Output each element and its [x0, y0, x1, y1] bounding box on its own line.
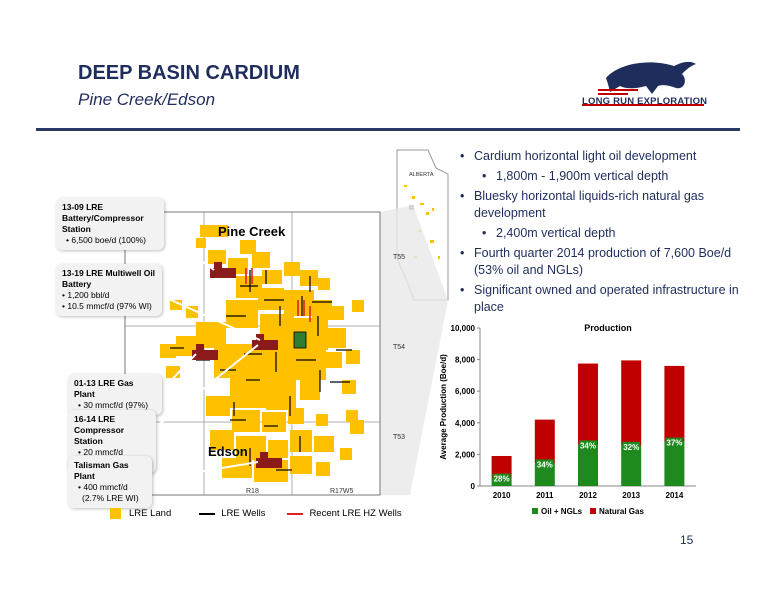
compressor-station-icon	[293, 331, 307, 349]
legend-label-land: LRE Land	[129, 508, 172, 519]
callout-13-19-oil-battery: 13-19 LRE Multiwell Oil Battery • 1,200 …	[56, 264, 162, 316]
bullet-list: Cardium horizontal light oil development…	[460, 148, 750, 319]
data-label-box	[665, 437, 684, 448]
chart-title: Production	[584, 323, 632, 333]
logo-text: LONG RUN EXPLORATION	[582, 96, 708, 107]
legend-swatch	[532, 508, 538, 514]
map-legend: LRE Land LRE Wells Recent LRE HZ Wells	[110, 508, 402, 519]
bullet-subitem: 1,800m - 1,900m vertical depth	[460, 168, 750, 185]
bar-oil-ngls	[664, 441, 685, 486]
bar-natural-gas	[491, 455, 512, 478]
bar-natural-gas	[534, 419, 555, 464]
data-label: 37%	[666, 439, 682, 448]
title-divider	[36, 128, 740, 131]
running-horse-icon	[582, 61, 704, 106]
inset-label: ALBERTA	[409, 172, 434, 178]
x-tick-label: 2014	[666, 491, 684, 500]
data-label-box	[622, 441, 641, 452]
range-label-r18: R18	[246, 488, 259, 495]
production-chart: 0 2,000 4,000 6,000 8,000 10,000 Average Produ…	[439, 323, 696, 516]
bar-natural-gas	[621, 360, 642, 446]
bar-oil-ngls	[621, 445, 642, 486]
lre-wells	[170, 270, 352, 471]
data-label-box	[535, 459, 554, 470]
y-tick-label: 4,000	[455, 419, 476, 428]
facility-01-13-icon	[192, 344, 218, 360]
legend-swatch-hz-wells	[287, 512, 304, 515]
slide-title: DEEP BASIN CARDIUM	[78, 62, 300, 84]
area-label-pine-creek: Pine Creek	[218, 224, 286, 239]
page-number: 15	[680, 533, 694, 547]
y-tick-label: 8,000	[455, 356, 476, 365]
township-label-t54: T54	[393, 344, 406, 351]
lre-land-parcels	[148, 225, 364, 482]
facility-13-09-icon	[210, 262, 236, 278]
callout-13-09-battery: 13-09 LRE Battery/Compressor Station • 6…	[56, 198, 164, 250]
callout-pointers	[149, 233, 261, 481]
y-tick-label: 2,000	[455, 450, 476, 459]
x-tick-label: 2010	[493, 491, 511, 500]
legend-label: Natural Gas	[599, 507, 644, 516]
legend-swatch-land	[110, 508, 121, 519]
legend-swatch-wells	[199, 512, 216, 515]
bar-natural-gas	[664, 365, 685, 442]
township-label-t55: T55	[393, 254, 406, 261]
recent-hz-wells	[245, 268, 311, 322]
x-tick-label: 2011	[536, 491, 554, 500]
bullet-item: Cardium horizontal light oil development	[460, 148, 750, 165]
data-label: 28%	[494, 475, 510, 484]
legend-label: Oil + NGLs	[541, 507, 583, 516]
callout-01-13-gas-plant: 01-13 LRE Gas Plant • 30 mmcf/d (97%)	[68, 374, 162, 415]
y-axis-label: Average Production (Boe/d)	[439, 354, 448, 460]
y-tick-label: 10,000	[451, 324, 476, 333]
legend-label-wells: LRE Wells	[221, 508, 266, 519]
bar-oil-ngls	[578, 444, 598, 486]
legend-label-hz-wells: Recent LRE HZ Wells	[309, 508, 402, 519]
data-label: 34%	[580, 441, 596, 450]
y-tick-label: 6,000	[455, 387, 476, 396]
data-label-box	[579, 440, 597, 451]
township-label-t53: T53	[393, 434, 406, 441]
bullet-item: Bluesky horizontal liquids-rich natural …	[460, 188, 750, 222]
x-tick-label: 2012	[579, 491, 597, 500]
slide-subtitle: Pine Creek/Edson	[78, 90, 216, 109]
facility-icons	[192, 262, 307, 468]
data-label-box	[492, 473, 511, 484]
bullet-item: Fourth quarter 2014 production of 7,600 …	[460, 245, 750, 279]
callout-talisman-gas-plant: Talisman Gas Plant • 400 mmcf/d (2.7% LR…	[68, 456, 152, 508]
bullet-subitem: 2,400m vertical depth	[460, 225, 750, 242]
y-tick-label: 0	[471, 482, 476, 491]
x-tick-label: 2013	[622, 491, 640, 500]
data-label: 34%	[537, 460, 553, 469]
bar-natural-gas	[578, 363, 598, 445]
data-label: 32%	[623, 443, 639, 452]
bullet-item: Significant owned and operated infrastru…	[460, 282, 750, 316]
range-label-r17w5: R17W5	[330, 488, 354, 495]
legend-swatch	[590, 508, 596, 514]
facility-talisman-icon	[256, 452, 282, 468]
area-label-edson: Edson	[208, 444, 248, 459]
facility-13-19-icon	[252, 334, 278, 350]
